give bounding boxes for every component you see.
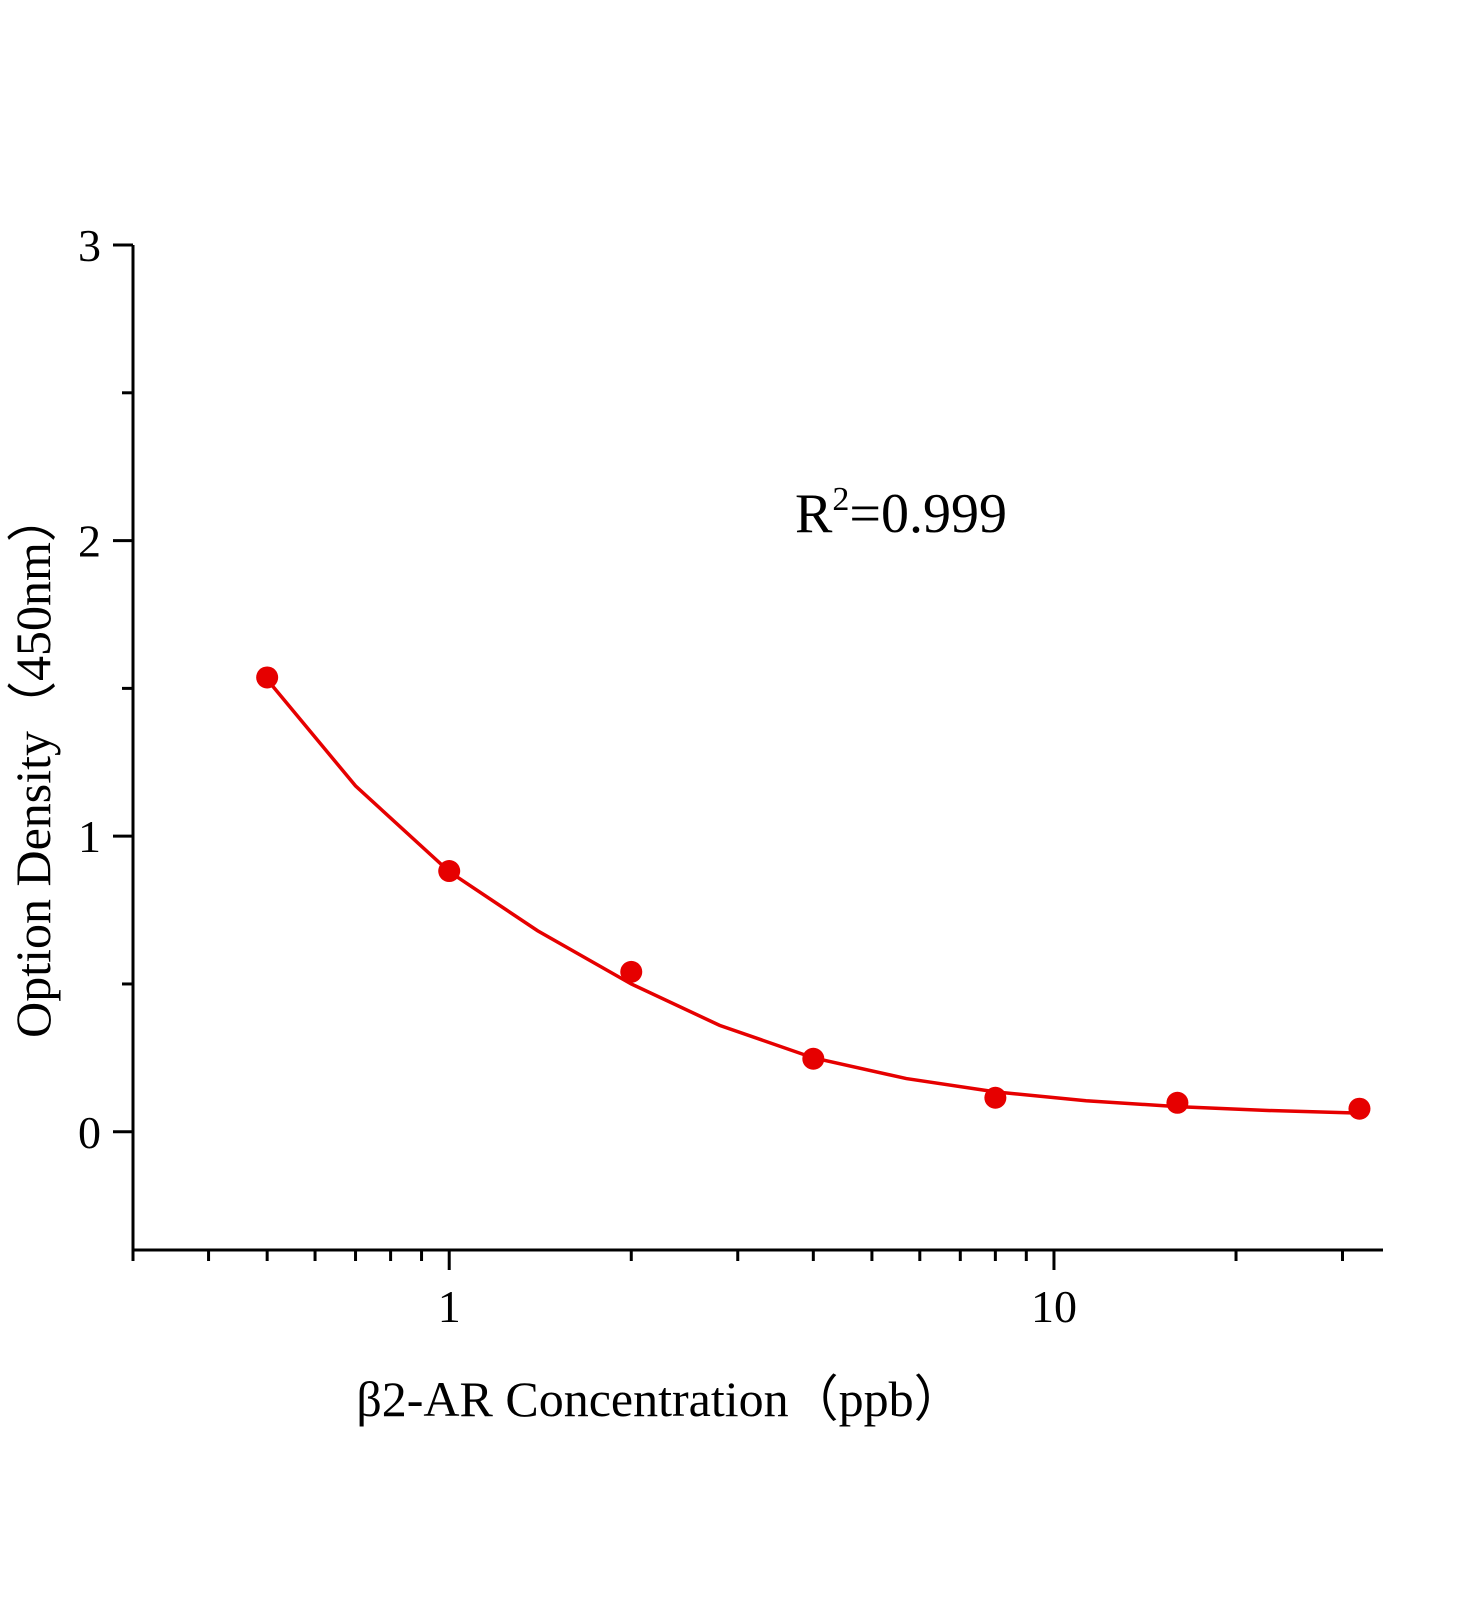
data-point [620, 960, 643, 983]
annotation: R2=0.999 [795, 481, 1007, 545]
x-axis-title: β2-AR Concentration（ppb） [356, 1371, 963, 1427]
annotation-sup: 2 [832, 481, 849, 518]
x-tick-label: 10 [1031, 1281, 1077, 1332]
data-point [1348, 1097, 1371, 1120]
data-point [1166, 1091, 1189, 1114]
y-axis-title: Option Density（450nm） [5, 492, 61, 1038]
y-tick-label: 0 [78, 1107, 101, 1158]
y-tick-label: 3 [78, 220, 101, 271]
y-tick-label: 2 [78, 516, 101, 567]
x-tick-label: 1 [438, 1281, 461, 1332]
data-point [256, 666, 279, 689]
fit-curve [265, 678, 1360, 1115]
annotation-rest: =0.999 [849, 483, 1007, 545]
annotation-base: R [795, 483, 833, 545]
y-tick-label: 1 [78, 811, 101, 862]
